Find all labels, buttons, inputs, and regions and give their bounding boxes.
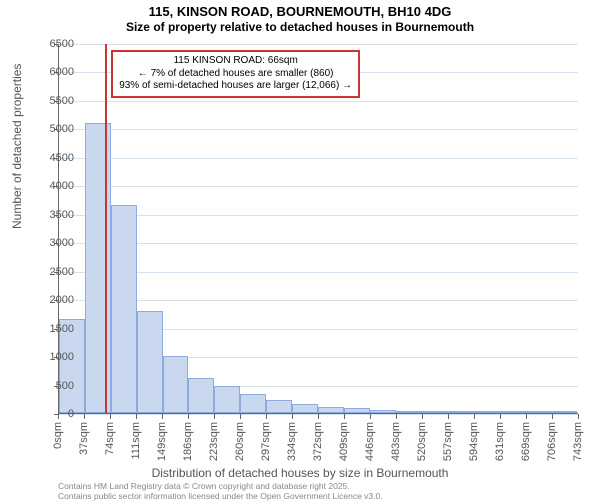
y-tick-label: 0	[34, 408, 74, 420]
gridline-h	[59, 158, 578, 159]
gridline-h	[59, 44, 578, 45]
x-tick-mark	[292, 414, 293, 419]
x-tick-label: 446sqm	[364, 422, 376, 461]
histogram-bar	[551, 411, 577, 413]
histogram-bar	[473, 411, 499, 413]
histogram-bar	[318, 407, 344, 413]
histogram-bar	[111, 205, 137, 413]
x-tick-label: 706sqm	[546, 422, 558, 461]
histogram-bar	[344, 408, 370, 413]
y-tick-label: 3000	[34, 237, 74, 249]
x-tick-mark	[266, 414, 267, 419]
callout-box: 115 KINSON ROAD: 66sqm← 7% of detached h…	[111, 50, 360, 98]
x-tick-label: 372sqm	[312, 422, 324, 461]
x-tick-label: 0sqm	[52, 422, 64, 449]
callout-line3: 93% of semi-detached houses are larger (…	[119, 80, 352, 93]
callout-line1: 115 KINSON ROAD: 66sqm	[119, 55, 352, 68]
histogram-bar	[447, 411, 473, 413]
y-tick-label: 6000	[34, 66, 74, 78]
y-axis-label: Number of detached properties	[10, 64, 24, 229]
histogram-bar	[396, 411, 422, 413]
x-tick-mark	[422, 414, 423, 419]
callout-line2: ← 7% of detached houses are smaller (860…	[119, 68, 352, 81]
histogram-bar	[292, 404, 318, 413]
histogram-bar	[370, 410, 396, 413]
x-tick-mark	[188, 414, 189, 419]
x-tick-mark	[474, 414, 475, 419]
x-tick-label: 186sqm	[182, 422, 194, 461]
y-tick-label: 1000	[34, 351, 74, 363]
gridline-h	[59, 215, 578, 216]
gridline-h	[59, 243, 578, 244]
y-tick-label: 1500	[34, 323, 74, 335]
x-tick-mark	[110, 414, 111, 419]
x-tick-mark	[552, 414, 553, 419]
x-tick-mark	[136, 414, 137, 419]
x-tick-label: 223sqm	[208, 422, 220, 461]
histogram-bar	[499, 411, 525, 413]
x-tick-mark	[500, 414, 501, 419]
histogram-bar	[188, 378, 214, 413]
histogram-bar	[240, 394, 266, 413]
y-tick-label: 3500	[34, 209, 74, 221]
histogram-bar	[163, 356, 189, 413]
y-tick-label: 6500	[34, 38, 74, 50]
gridline-h	[59, 101, 578, 102]
x-tick-label: 74sqm	[104, 422, 116, 455]
x-tick-label: 594sqm	[468, 422, 480, 461]
histogram-bar	[525, 411, 551, 413]
x-tick-mark	[318, 414, 319, 419]
histogram-bar	[214, 386, 240, 413]
x-tick-mark	[214, 414, 215, 419]
y-tick-label: 4000	[34, 180, 74, 192]
x-tick-label: 297sqm	[260, 422, 272, 461]
gridline-h	[59, 129, 578, 130]
x-tick-label: 557sqm	[442, 422, 454, 461]
chart-title-line1: 115, KINSON ROAD, BOURNEMOUTH, BH10 4DG	[0, 4, 600, 20]
histogram-bar	[422, 411, 448, 413]
attribution-footer: Contains HM Land Registry data © Crown c…	[58, 482, 383, 502]
x-tick-label: 409sqm	[338, 422, 350, 461]
chart-title-line2: Size of property relative to detached ho…	[0, 20, 600, 34]
plot-region: 115 KINSON ROAD: 66sqm← 7% of detached h…	[58, 44, 578, 414]
x-tick-label: 37sqm	[78, 422, 90, 455]
x-tick-label: 669sqm	[520, 422, 532, 461]
x-tick-label: 483sqm	[390, 422, 402, 461]
x-tick-label: 149sqm	[156, 422, 168, 461]
gridline-h	[59, 300, 578, 301]
y-tick-label: 2500	[34, 266, 74, 278]
x-tick-label: 111sqm	[130, 422, 142, 460]
x-tick-mark	[396, 414, 397, 419]
x-tick-mark	[162, 414, 163, 419]
x-tick-label: 334sqm	[286, 422, 298, 461]
property-marker-line	[105, 44, 107, 413]
y-tick-label: 5500	[34, 95, 74, 107]
y-tick-label: 4500	[34, 152, 74, 164]
x-tick-label: 743sqm	[572, 422, 584, 461]
histogram-bar	[266, 400, 292, 413]
x-tick-label: 260sqm	[234, 422, 246, 461]
gridline-h	[59, 272, 578, 273]
x-tick-mark	[240, 414, 241, 419]
x-tick-label: 631sqm	[494, 422, 506, 461]
x-tick-mark	[578, 414, 579, 419]
x-tick-mark	[84, 414, 85, 419]
x-axis-label: Distribution of detached houses by size …	[0, 466, 600, 480]
x-tick-mark	[344, 414, 345, 419]
x-tick-mark	[370, 414, 371, 419]
y-tick-label: 500	[34, 380, 74, 392]
x-tick-mark	[526, 414, 527, 419]
x-tick-label: 520sqm	[416, 422, 428, 461]
y-tick-label: 5000	[34, 123, 74, 135]
histogram-bar	[137, 311, 163, 413]
y-tick-label: 2000	[34, 294, 74, 306]
footer-line2: Contains public sector information licen…	[58, 492, 383, 502]
chart-area: 115 KINSON ROAD: 66sqm← 7% of detached h…	[58, 44, 578, 414]
gridline-h	[59, 186, 578, 187]
x-tick-mark	[448, 414, 449, 419]
